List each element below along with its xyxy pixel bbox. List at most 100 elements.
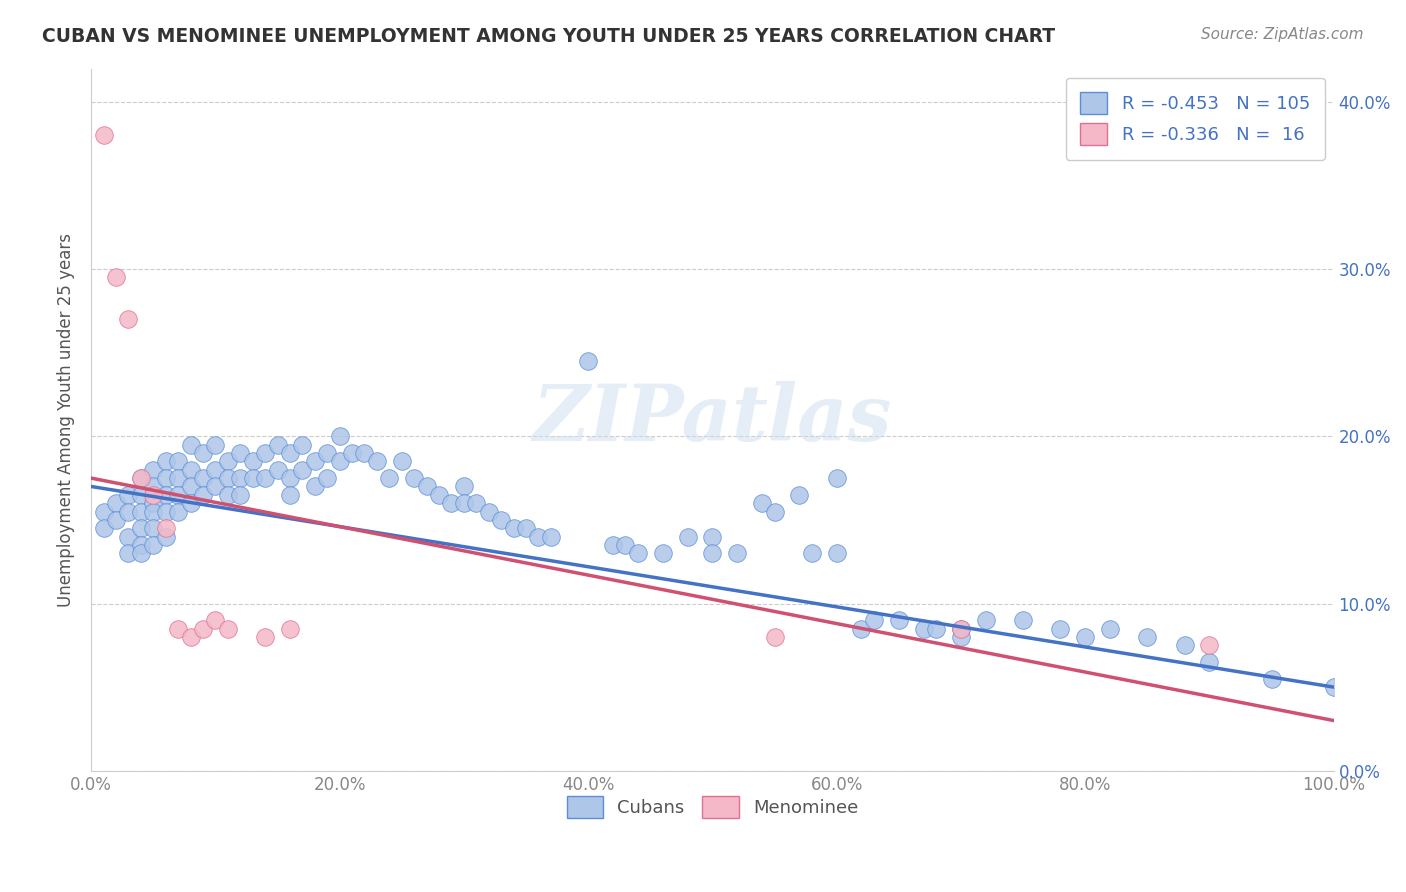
Point: [155, 488, 177, 502]
Point: [229, 488, 252, 502]
Point: [155, 521, 177, 535]
Point: [254, 446, 277, 460]
Point: [925, 622, 948, 636]
Point: [129, 504, 152, 518]
Point: [291, 438, 314, 452]
Point: [142, 479, 165, 493]
Point: [763, 504, 786, 518]
Point: [242, 454, 264, 468]
Point: [278, 446, 301, 460]
Point: [800, 546, 823, 560]
Point: [129, 521, 152, 535]
Point: [1260, 672, 1282, 686]
Point: [155, 530, 177, 544]
Point: [129, 471, 152, 485]
Point: [155, 454, 177, 468]
Point: [1198, 638, 1220, 652]
Point: [117, 488, 139, 502]
Point: [117, 546, 139, 560]
Point: [415, 479, 437, 493]
Point: [291, 463, 314, 477]
Point: [440, 496, 463, 510]
Point: [366, 454, 388, 468]
Point: [453, 479, 475, 493]
Point: [540, 530, 562, 544]
Point: [974, 613, 997, 627]
Point: [117, 312, 139, 326]
Point: [93, 128, 115, 143]
Point: [180, 479, 202, 493]
Point: [825, 546, 848, 560]
Point: [1049, 622, 1071, 636]
Point: [105, 270, 128, 285]
Point: [142, 504, 165, 518]
Point: [217, 471, 239, 485]
Point: [142, 521, 165, 535]
Point: [191, 446, 214, 460]
Point: [229, 446, 252, 460]
Point: [1098, 622, 1121, 636]
Point: [304, 479, 326, 493]
Point: [217, 488, 239, 502]
Point: [763, 630, 786, 644]
Point: [1323, 680, 1346, 694]
Point: [1173, 638, 1195, 652]
Point: [217, 622, 239, 636]
Text: ZIPatlas: ZIPatlas: [533, 382, 891, 458]
Point: [129, 471, 152, 485]
Point: [378, 471, 401, 485]
Point: [155, 504, 177, 518]
Point: [949, 622, 972, 636]
Point: [180, 630, 202, 644]
Point: [602, 538, 624, 552]
Point: [142, 496, 165, 510]
Point: [863, 613, 886, 627]
Point: [191, 622, 214, 636]
Point: [427, 488, 450, 502]
Point: [117, 530, 139, 544]
Point: [391, 454, 413, 468]
Point: [167, 622, 190, 636]
Point: [304, 454, 326, 468]
Point: [515, 521, 537, 535]
Point: [129, 488, 152, 502]
Point: [825, 471, 848, 485]
Point: [242, 471, 264, 485]
Point: [329, 429, 352, 443]
Point: [527, 530, 550, 544]
Point: [614, 538, 637, 552]
Point: [180, 496, 202, 510]
Point: [167, 488, 190, 502]
Text: Source: ZipAtlas.com: Source: ZipAtlas.com: [1201, 27, 1364, 42]
Point: [217, 454, 239, 468]
Point: [725, 546, 748, 560]
Point: [142, 538, 165, 552]
Point: [204, 438, 226, 452]
Point: [204, 463, 226, 477]
Text: CUBAN VS MENOMINEE UNEMPLOYMENT AMONG YOUTH UNDER 25 YEARS CORRELATION CHART: CUBAN VS MENOMINEE UNEMPLOYMENT AMONG YO…: [42, 27, 1056, 45]
Point: [278, 471, 301, 485]
Point: [1136, 630, 1159, 644]
Point: [278, 622, 301, 636]
Point: [676, 530, 699, 544]
Point: [502, 521, 524, 535]
Point: [353, 446, 375, 460]
Y-axis label: Unemployment Among Youth under 25 years: Unemployment Among Youth under 25 years: [58, 233, 75, 607]
Point: [155, 471, 177, 485]
Point: [266, 438, 288, 452]
Point: [478, 504, 501, 518]
Point: [129, 538, 152, 552]
Point: [180, 438, 202, 452]
Point: [949, 622, 972, 636]
Point: [453, 496, 475, 510]
Point: [316, 446, 339, 460]
Point: [651, 546, 673, 560]
Point: [105, 496, 128, 510]
Point: [702, 530, 724, 544]
Point: [105, 513, 128, 527]
Point: [751, 496, 773, 510]
Point: [180, 463, 202, 477]
Point: [489, 513, 512, 527]
Point: [949, 630, 972, 644]
Point: [167, 504, 190, 518]
